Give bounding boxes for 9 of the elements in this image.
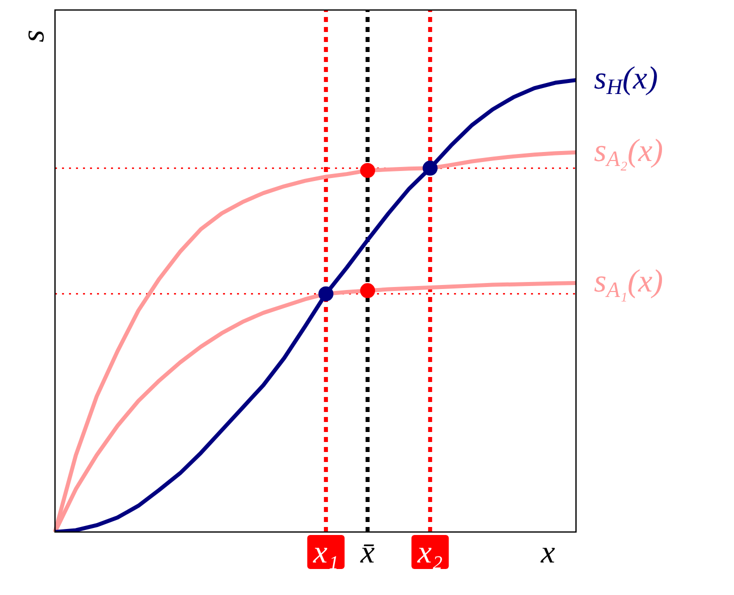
point — [360, 162, 376, 178]
x-tick-label: x₁ — [312, 533, 339, 570]
x-axis-title: x — [540, 533, 556, 570]
point — [360, 283, 376, 298]
point — [318, 286, 334, 302]
y-axis-title: s — [14, 30, 50, 42]
x-tick-label: x₂ — [416, 533, 443, 570]
x-tick-label: x̄ — [360, 533, 375, 570]
point — [422, 160, 438, 176]
